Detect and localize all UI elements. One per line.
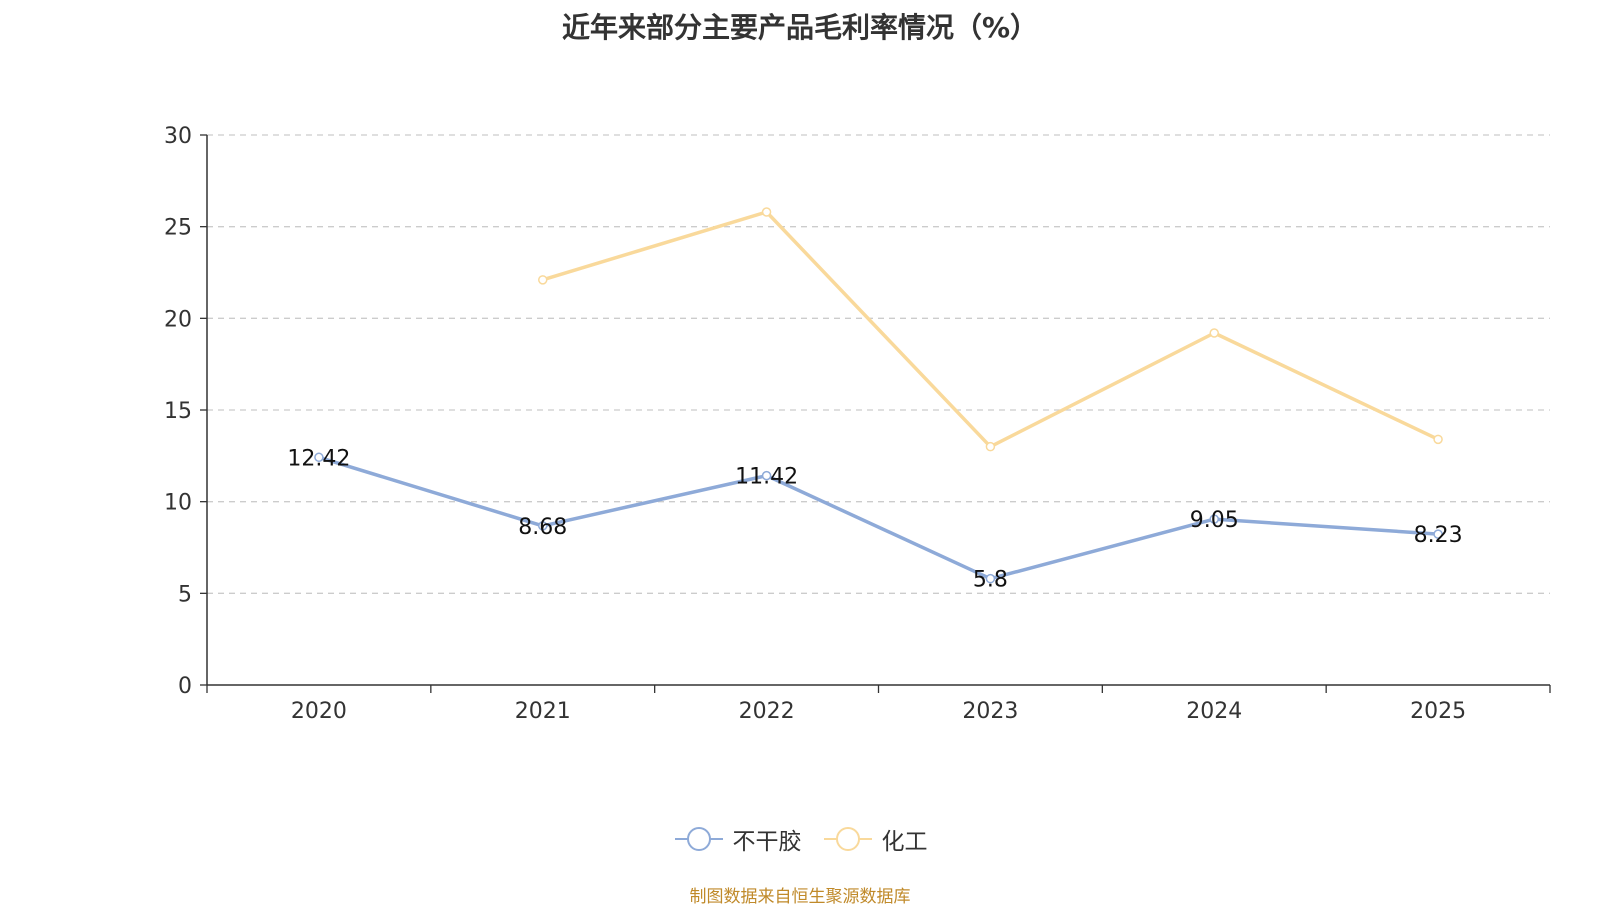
y-tick-label: 20 [164,307,192,332]
series-line-不干胶 [318,455,1439,581]
data-point [538,521,548,531]
legend-label: 化工 [881,829,928,855]
x-tick-label: 2025 [1410,699,1466,724]
data-label: 8.23 [1414,523,1463,548]
data-label: 8.68 [518,515,567,540]
data-point [314,452,324,463]
data-label: 12.42 [287,446,350,471]
data-labels: 12.42 8.68 11.42 5.8 9.05 8.23 [287,446,1462,592]
source-note: 制图数据来自恒生聚源数据库 [689,887,911,907]
series-lines [314,207,1443,584]
data-point [761,470,772,481]
x-tick-label: 2023 [962,699,1018,724]
data-point [1209,328,1219,338]
data-label: 5.8 [973,568,1008,593]
data-point [1433,529,1443,539]
y-tick-label: 30 [164,124,192,149]
y-tick-label: 15 [164,399,192,424]
data-label: 9.05 [1190,508,1239,533]
data-point [761,207,772,217]
y-tick-label: 10 [164,491,192,516]
legend-line-circle-icon [823,827,872,851]
x-tick-label: 2024 [1186,699,1242,724]
series-line-化工 [542,210,1439,449]
data-point [985,573,996,584]
x-tick-label: 2022 [739,699,795,724]
data-point [1433,434,1443,445]
legend-label: 不干胶 [732,829,802,855]
legend-item[interactable]: 化工 [822,822,928,856]
x-tick-label: 2021 [515,699,571,724]
legend: 不干胶 化工 [0,822,1600,856]
legend-item[interactable]: 不干胶 [673,822,802,856]
y-tick-label: 25 [164,216,192,241]
y-tick-label: 5 [178,582,192,607]
data-point [538,275,548,285]
y-tick-label: 0 [178,674,192,699]
chart-title: 近年来部分主要产品毛利率情况（%） [561,11,1039,44]
grid-lines [207,134,1550,594]
legend-line-circle-icon [674,827,723,851]
data-point [1209,514,1219,524]
data-point [985,441,996,452]
x-tick-label: 2020 [291,699,347,724]
data-label: 11.42 [735,465,798,490]
